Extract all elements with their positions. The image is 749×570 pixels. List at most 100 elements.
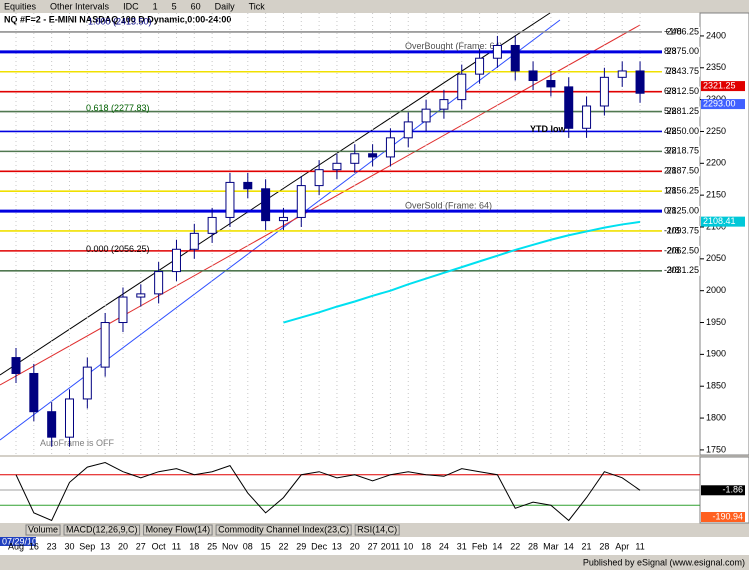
y-tick-label: 2050	[706, 253, 726, 263]
toolbar-button[interactable]: IDC	[123, 1, 139, 11]
level-name: +1/8	[664, 26, 682, 36]
level-value: 2312.50	[666, 86, 699, 96]
x-tick-label: 08	[243, 541, 253, 551]
x-tick-label: Oct	[152, 541, 167, 551]
candle-body	[278, 216, 288, 222]
level-value: 2281.25	[666, 106, 699, 116]
candle-body	[296, 185, 306, 218]
y-tick-label: 2200	[706, 158, 726, 168]
candle-body	[475, 57, 485, 75]
candle-body	[225, 181, 235, 218]
price-tag-label: 2293.00	[703, 98, 736, 108]
x-tick-label: Mar	[543, 541, 559, 551]
candle-body	[439, 99, 449, 110]
candle-body	[154, 271, 164, 295]
indicator-tab[interactable]: Volume	[28, 524, 58, 534]
y-tick-label: 1850	[706, 381, 726, 391]
level-label-bg	[662, 265, 700, 276]
price-tag-label: 2321.25	[703, 80, 736, 90]
y-tick-label: 2400	[706, 30, 726, 40]
date-box	[0, 537, 36, 546]
level-label-bg	[662, 166, 700, 177]
level-label-bg	[662, 186, 700, 197]
toolbar-button[interactable]: 5	[172, 1, 177, 11]
x-tick-label: 18	[189, 541, 199, 551]
x-tick-label: 13	[332, 541, 342, 551]
toolbar-button[interactable]: 1	[153, 1, 158, 11]
level-label-bg	[662, 225, 700, 236]
annotation: 0.618 (2277.83)	[86, 103, 150, 113]
level-value: 2125.00	[666, 205, 699, 215]
toolbar-button[interactable]: Daily	[215, 1, 236, 11]
level-label-bg	[662, 86, 700, 97]
indicator-tab[interactable]: MACD(12,26,9,C)	[66, 524, 138, 534]
candle-body	[171, 248, 181, 273]
toolbar-button[interactable]: Equities	[4, 1, 37, 11]
level-value: 2406.25	[666, 26, 699, 36]
level-name: 7/8	[664, 66, 677, 76]
start-date: 07/29/10	[2, 536, 37, 546]
tab-frame	[143, 524, 213, 536]
candle-body	[350, 153, 360, 164]
level-value: 2156.25	[666, 186, 699, 196]
x-tick-label: 20	[350, 541, 360, 551]
level-name: -3/8	[664, 265, 680, 275]
y-tick-label: 2350	[706, 62, 726, 72]
candle-body	[189, 232, 199, 250]
value-tag	[701, 512, 745, 522]
level-name: -1/8	[664, 225, 680, 235]
x-tick-label: Nov	[222, 541, 239, 551]
candle-body	[546, 80, 556, 88]
candle-body	[599, 76, 609, 107]
x-tick-label: 31	[457, 541, 467, 551]
candle-body	[332, 162, 342, 171]
x-tick-label: 11	[172, 541, 181, 551]
candle-body	[118, 296, 128, 324]
y-tick-label: 1750	[706, 444, 726, 454]
x-tick-label: 28	[528, 541, 538, 551]
channel-line	[0, 19, 561, 441]
value-tag-label: -1.86	[722, 485, 743, 495]
footer: Published by eSignal (www.esignal.com)	[583, 557, 745, 567]
y-tick-label: 2000	[706, 285, 726, 295]
indicator-tab[interactable]: RSI(14,C)	[357, 524, 397, 534]
level-name: 2/8	[664, 166, 677, 176]
candle-body	[11, 357, 21, 374]
price-pane	[0, 13, 700, 455]
y-tick-label: 2150	[706, 190, 726, 200]
y-tick-label: 2300	[706, 94, 726, 104]
x-tick-label: 13	[100, 541, 110, 551]
y-tick-label: 2250	[706, 126, 726, 136]
level-label-bg	[662, 126, 700, 137]
moving-average	[283, 220, 641, 324]
x-tick-label: 27	[136, 541, 146, 551]
candle-body	[100, 322, 110, 368]
x-tick-label: 27	[368, 541, 378, 551]
x-tick-label: 2011	[381, 541, 400, 551]
x-tick-label: 22	[510, 541, 520, 551]
x-tick-label: Feb	[472, 541, 488, 551]
candle-body	[207, 216, 217, 234]
candle-body	[136, 293, 146, 298]
annotation: OverSold (Frame: 64)	[405, 200, 492, 210]
toolbar-button[interactable]: Other Intervals	[50, 1, 110, 11]
x-tick-label: 23	[47, 541, 57, 551]
toolbar-button[interactable]: 60	[191, 1, 201, 11]
x-tick-label: Sep	[79, 541, 95, 551]
indicator-tab[interactable]: Commodity Channel Index(23,C)	[218, 524, 349, 534]
candle-body	[564, 86, 574, 129]
toolbar	[0, 0, 749, 13]
indicator-tab[interactable]: Money Flow(14)	[146, 524, 211, 534]
x-tick-label: 14	[564, 541, 574, 551]
x-tick-label: 28	[599, 541, 609, 551]
cci-line	[15, 462, 641, 522]
level-name: 8/8	[664, 46, 677, 56]
price-tag	[701, 216, 745, 227]
candle-body	[64, 398, 74, 438]
value-tag	[701, 485, 745, 496]
price-tag	[701, 81, 745, 92]
x-tick-label: 15	[261, 541, 271, 551]
y-tick-label: 1800	[706, 412, 726, 422]
toolbar-button[interactable]: Tick	[249, 1, 266, 11]
level-name: 5/8	[664, 106, 677, 116]
